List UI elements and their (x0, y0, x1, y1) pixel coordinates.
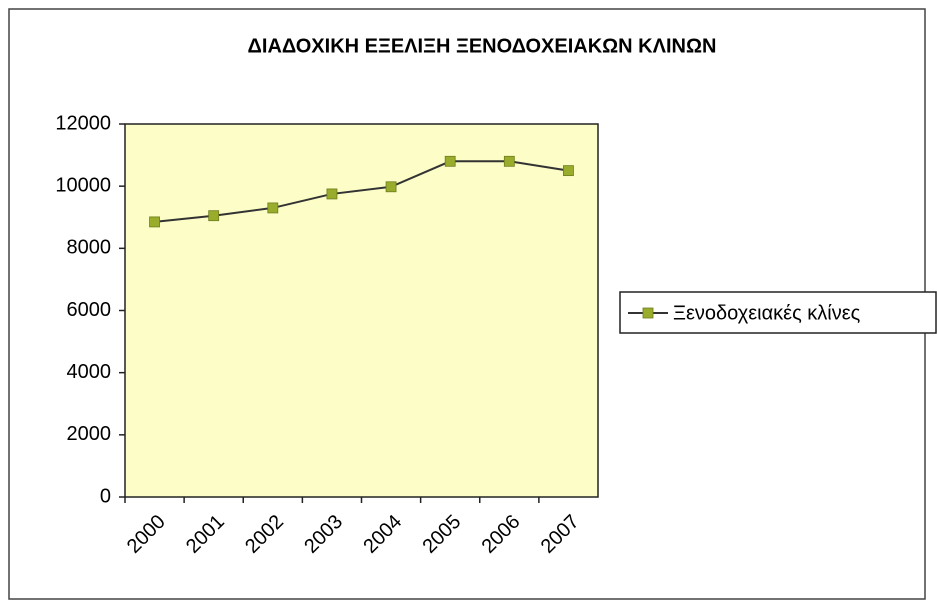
y-tick-label: 0 (100, 485, 111, 507)
point-marker (444, 155, 456, 167)
series-line (154, 160, 569, 223)
y-tick-label: 8000 (67, 237, 112, 259)
point-marker (149, 216, 160, 228)
y-tick-label: 6000 (67, 299, 112, 321)
y-tick-label: 10000 (55, 174, 111, 196)
legend-marker (642, 307, 654, 319)
plot-area (124, 123, 599, 498)
point-marker (385, 181, 397, 193)
legend-box (619, 291, 937, 334)
point-marker (326, 188, 338, 200)
point-marker (208, 210, 220, 222)
legend-label: Ξενοδοχειακές κλίνες (673, 302, 861, 324)
chart-title: ΔΙΑΔΟΧΙΚΗ ΕΞΕΛΙΞΗ ΞΕΝΟΔΟΧΕΙΑΚΩΝ ΚΛΙΝΩΝ (248, 35, 717, 57)
y-tick-label: 12000 (55, 112, 111, 134)
y-tick-label: 2000 (67, 423, 112, 445)
point-marker (563, 165, 574, 177)
point-marker (503, 155, 515, 167)
point-marker (267, 202, 279, 214)
y-tick-label: 4000 (67, 361, 112, 383)
